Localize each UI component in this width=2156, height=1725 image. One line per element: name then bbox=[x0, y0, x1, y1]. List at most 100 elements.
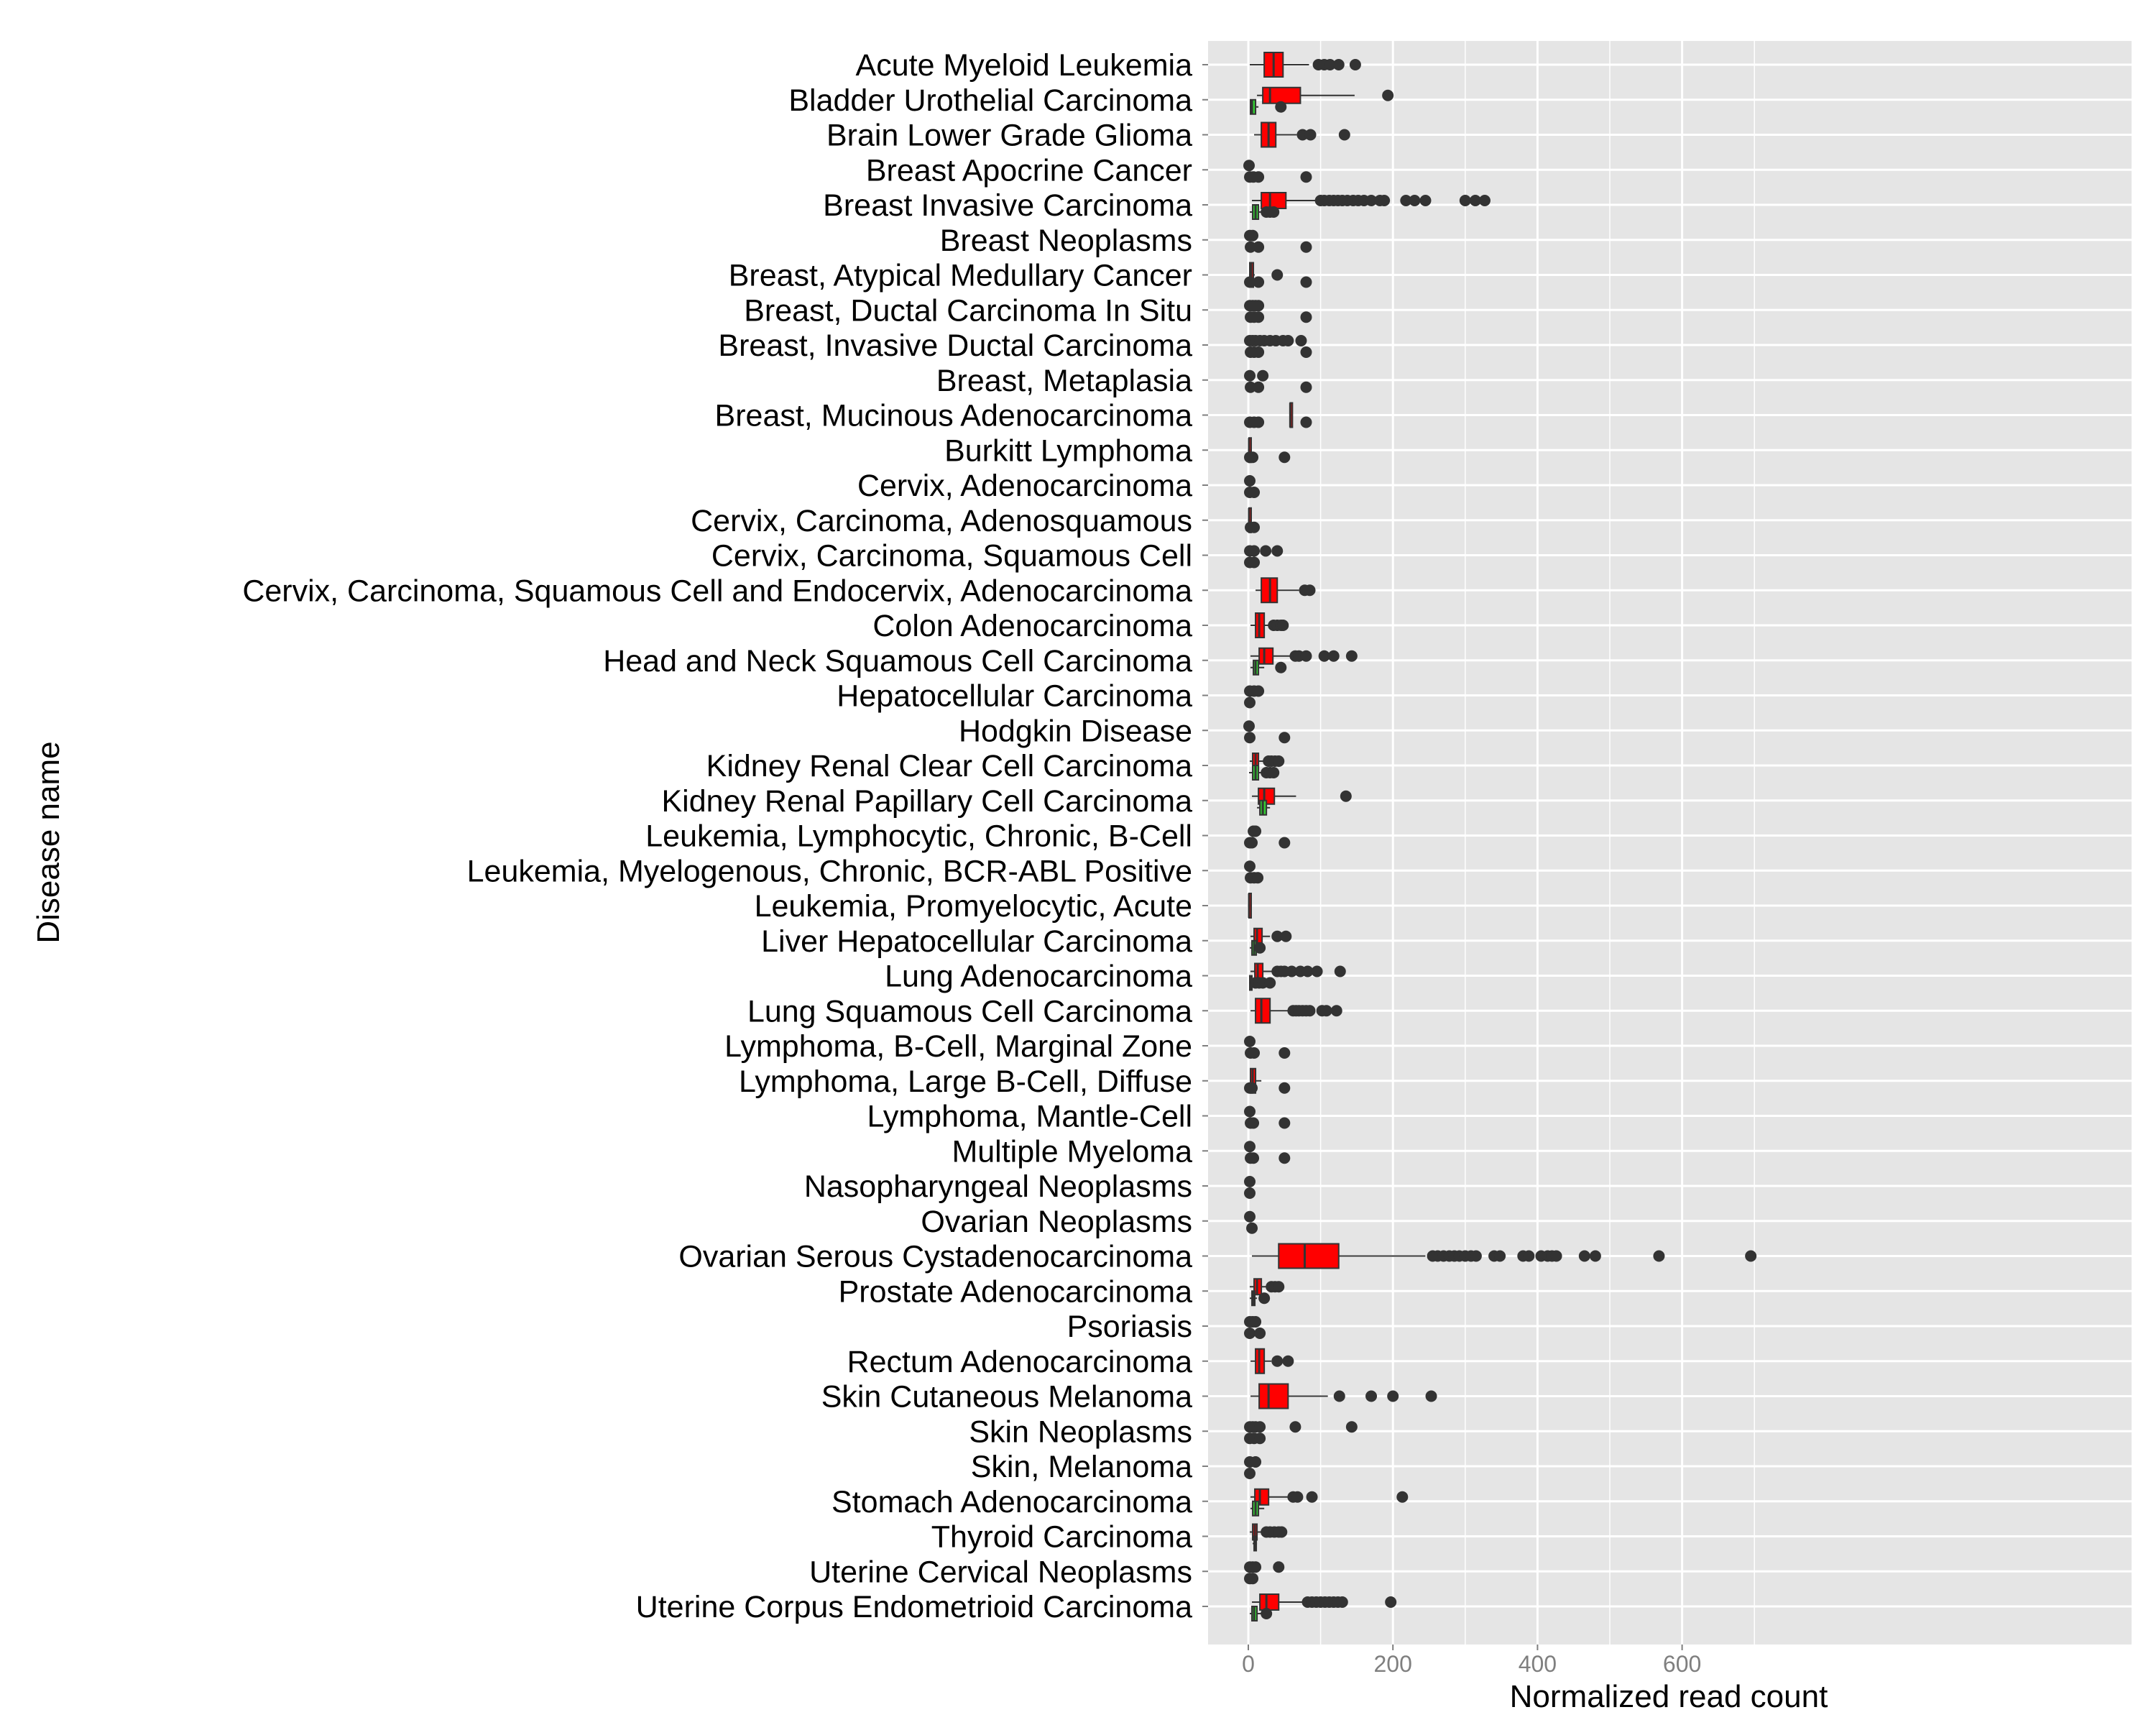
outlier-point bbox=[1273, 755, 1285, 767]
outlier-point bbox=[1279, 732, 1291, 744]
outlier-point bbox=[1523, 1250, 1535, 1262]
category-label: Colon Adenocarcinoma bbox=[872, 609, 1192, 643]
outlier-point bbox=[1248, 545, 1261, 557]
x-tick-label: 0 bbox=[1242, 1651, 1255, 1677]
category-label: Breast Invasive Carcinoma bbox=[823, 188, 1192, 223]
outlier-point bbox=[1253, 685, 1265, 697]
category-label: Multiple Myeloma bbox=[952, 1134, 1192, 1169]
category-label: Brain Lower Grade Glioma bbox=[826, 119, 1192, 153]
outlier-point bbox=[1300, 650, 1312, 662]
category-label: Thyroid Carcinoma bbox=[931, 1520, 1192, 1555]
outlier-point bbox=[1345, 650, 1358, 662]
outlier-point bbox=[1258, 1292, 1271, 1305]
category-label: Cervix, Carcinoma, Squamous Cell bbox=[711, 539, 1192, 574]
outlier-point bbox=[1550, 1250, 1562, 1262]
outlier-point bbox=[1336, 1596, 1348, 1608]
outlier-point bbox=[1282, 335, 1294, 346]
box-red bbox=[1262, 86, 1302, 104]
outlier-point bbox=[1246, 1222, 1258, 1234]
category-label: Cervix, Adenocarcinoma bbox=[857, 469, 1192, 503]
x-tick-label: 600 bbox=[1663, 1651, 1701, 1677]
category-label: Skin Neoplasms bbox=[969, 1414, 1192, 1449]
outlier-point bbox=[1334, 965, 1346, 978]
outlier-point bbox=[1280, 930, 1292, 942]
box-red bbox=[1258, 1383, 1289, 1409]
outlier-point bbox=[1304, 1005, 1316, 1017]
outlier-point bbox=[1300, 311, 1312, 323]
outlier-point bbox=[1300, 276, 1312, 288]
outlier-point bbox=[1250, 1561, 1262, 1573]
category-label: Kidney Renal Clear Cell Carcinoma bbox=[706, 749, 1192, 783]
outlier-point bbox=[1271, 545, 1284, 557]
outlier-point bbox=[1250, 1316, 1262, 1328]
outlier-point bbox=[1252, 872, 1264, 884]
box-red bbox=[1255, 998, 1271, 1024]
grid-lines bbox=[1208, 41, 2132, 1644]
outlier-point bbox=[1248, 1152, 1260, 1164]
outlier-point bbox=[1300, 171, 1312, 183]
outlier-point bbox=[1244, 1328, 1256, 1339]
outlier-point bbox=[1385, 1596, 1397, 1608]
outlier-point bbox=[1244, 1036, 1256, 1047]
outlier-point bbox=[1279, 1082, 1291, 1094]
outlier-point bbox=[1745, 1250, 1757, 1262]
outlier-point bbox=[1409, 195, 1421, 206]
outlier-point bbox=[1365, 195, 1378, 206]
outlier-point bbox=[1244, 696, 1256, 709]
outlier-point bbox=[1248, 1047, 1261, 1059]
outlier-point bbox=[1289, 1421, 1302, 1433]
category-label: Prostate Adenocarcinoma bbox=[839, 1274, 1192, 1309]
outlier-point bbox=[1250, 825, 1262, 837]
outlier-point bbox=[1247, 1573, 1259, 1585]
outlier-point bbox=[1320, 1005, 1332, 1017]
category-label: Hepatocellular Carcinoma bbox=[837, 679, 1192, 714]
outlier-point bbox=[1324, 59, 1336, 70]
category-label: Breast Apocrine Cancer bbox=[866, 153, 1192, 188]
outlier-point bbox=[1244, 1105, 1256, 1118]
outlier-point bbox=[1286, 965, 1298, 978]
outlier-point bbox=[1253, 346, 1265, 358]
outlier-point bbox=[1330, 1005, 1342, 1017]
outlier-point bbox=[1253, 300, 1265, 312]
outlier-point bbox=[1246, 1082, 1258, 1094]
outlier-point bbox=[1244, 732, 1256, 744]
outlier-point bbox=[1271, 930, 1284, 942]
outlier-point bbox=[1396, 1491, 1409, 1503]
outlier-point bbox=[1306, 1491, 1318, 1503]
category-label: Uterine Cervical Neoplasms bbox=[809, 1555, 1192, 1589]
outlier-point bbox=[1248, 1117, 1260, 1129]
outlier-point bbox=[1400, 195, 1412, 206]
outlier-point bbox=[1273, 1561, 1285, 1573]
category-label: Hodgkin Disease bbox=[959, 714, 1192, 748]
x-axis-title: Normalized read count bbox=[1510, 1679, 1828, 1714]
category-label: Leukemia, Myelogenous, Chronic, BCR-ABL … bbox=[467, 854, 1192, 888]
outlier-point bbox=[1300, 381, 1312, 393]
outlier-point bbox=[1250, 1456, 1262, 1468]
box-green bbox=[1250, 98, 1257, 115]
category-label: Skin Cutaneous Melanoma bbox=[821, 1380, 1192, 1414]
y-axis-title: Disease name bbox=[31, 741, 66, 943]
category-label: Liver Hepatocellular Carcinoma bbox=[761, 924, 1192, 959]
category-label: Breast, Invasive Ductal Carcinoma bbox=[718, 328, 1192, 363]
category-label: Head and Neck Squamous Cell Carcinoma bbox=[603, 644, 1192, 678]
outlier-point bbox=[1245, 381, 1257, 393]
outlier-point bbox=[1275, 661, 1287, 673]
outlier-point bbox=[1268, 206, 1280, 218]
outlier-point bbox=[1279, 1047, 1291, 1059]
outlier-point bbox=[1382, 89, 1394, 101]
outlier-point bbox=[1244, 1176, 1256, 1187]
outlier-point bbox=[1244, 1141, 1256, 1153]
outlier-point bbox=[1264, 977, 1276, 989]
outlier-point bbox=[1244, 1187, 1256, 1199]
outlier-point bbox=[1469, 195, 1481, 206]
outlier-point bbox=[1253, 416, 1265, 428]
x-tick-label: 400 bbox=[1519, 1651, 1557, 1677]
outlier-point bbox=[1296, 129, 1309, 141]
outlier-point bbox=[1279, 1152, 1291, 1164]
outlier-point bbox=[1254, 1328, 1266, 1339]
outlier-point bbox=[1387, 1390, 1399, 1402]
category-label: Bladder Urothelial Carcinoma bbox=[788, 83, 1192, 118]
outlier-point bbox=[1271, 269, 1284, 281]
outlier-point bbox=[1277, 620, 1289, 631]
